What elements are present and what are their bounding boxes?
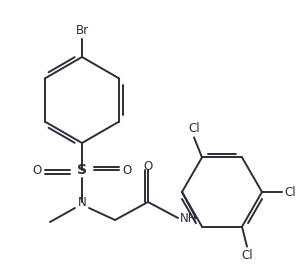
Text: N: N — [78, 195, 86, 208]
Text: Cl: Cl — [188, 122, 200, 135]
Text: Br: Br — [75, 24, 88, 37]
Text: O: O — [33, 163, 42, 176]
Text: O: O — [122, 163, 131, 176]
Text: Cl: Cl — [284, 185, 296, 198]
Text: NH: NH — [180, 211, 197, 224]
Text: O: O — [143, 160, 153, 173]
Text: Cl: Cl — [241, 249, 253, 262]
Text: S: S — [77, 163, 87, 177]
